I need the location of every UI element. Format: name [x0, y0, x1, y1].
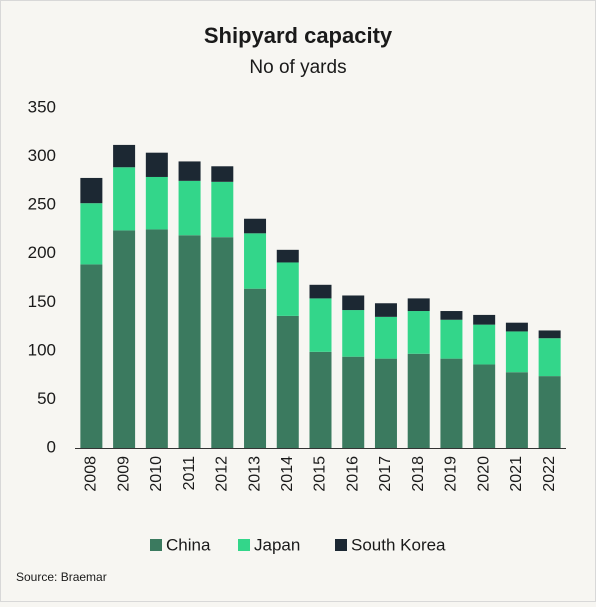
bar-segment — [178, 161, 201, 181]
bar-segment — [407, 298, 430, 312]
y-tick-label: 300 — [28, 146, 56, 165]
x-tick-label: 2008 — [83, 456, 100, 492]
bar-segment — [374, 358, 397, 448]
legend-swatch — [238, 539, 250, 551]
bar-segment — [505, 372, 528, 448]
bar-segment — [113, 167, 136, 231]
chart-subtitle: No of yards — [249, 57, 346, 78]
bar-segment — [342, 295, 365, 311]
x-tick-label: 2020 — [475, 456, 492, 492]
bar-segment — [309, 298, 332, 352]
bar-segment — [178, 235, 201, 448]
bar-segment — [505, 322, 528, 332]
bar-segment — [244, 288, 267, 448]
x-tick-label: 2018 — [410, 456, 427, 492]
bar-segment — [407, 353, 430, 448]
bar-segment — [440, 358, 463, 448]
bar-segment — [276, 315, 299, 448]
bar-segment — [473, 314, 496, 325]
source: Source: Braemar — [16, 570, 107, 584]
bar-segment — [276, 249, 299, 263]
x-tick-label: 2022 — [541, 456, 558, 492]
bar-segment — [145, 229, 168, 448]
y-tick-label: 150 — [28, 292, 56, 311]
x-tick-label: 2010 — [148, 456, 165, 492]
legend-swatch — [335, 539, 347, 551]
bar-segment — [211, 237, 234, 448]
x-tick-label: 2012 — [214, 456, 231, 492]
bar-segment — [178, 180, 201, 236]
x-tick-label: 2009 — [115, 456, 132, 492]
bar-segment — [374, 303, 397, 317]
legend-label: Japan — [254, 535, 300, 554]
x-tick-label: 2014 — [279, 456, 296, 492]
x-tick-label: 2021 — [508, 456, 525, 492]
x-tick-label: 2013 — [246, 456, 263, 492]
bar-segment — [244, 218, 267, 234]
bar-segment — [473, 324, 496, 365]
bar-segment — [211, 166, 234, 182]
y-tick-label: 0 — [47, 437, 56, 456]
bar-segment — [80, 203, 103, 265]
y-tick-label: 50 — [37, 389, 56, 408]
bar-segment — [342, 310, 365, 357]
bar-segment — [407, 311, 430, 354]
bar-segment — [505, 331, 528, 373]
bar-segment — [440, 319, 463, 359]
bar-segment — [211, 181, 234, 238]
bar-segment — [145, 176, 168, 230]
legend-label: South Korea — [351, 535, 446, 554]
y-tick-label: 250 — [28, 195, 56, 214]
y-tick-label: 350 — [28, 97, 56, 116]
bar-segment — [538, 338, 561, 377]
y-tick-label: 200 — [28, 243, 56, 262]
bar-segment — [538, 376, 561, 448]
x-tick-label: 2019 — [443, 456, 460, 492]
bar-segment — [538, 330, 561, 339]
x-tick-label: 2017 — [377, 456, 394, 492]
x-tick-label: 2015 — [312, 456, 329, 492]
legend-label: China — [166, 535, 211, 554]
legend-swatch — [150, 539, 162, 551]
bar-segment — [80, 264, 103, 448]
y-tick-label: 100 — [28, 340, 56, 359]
bar-segment — [309, 351, 332, 448]
chart-title: Shipyard capacity — [204, 23, 393, 48]
x-tick-label: 2011 — [181, 456, 198, 491]
bar-segment — [244, 233, 267, 289]
bar-segment — [440, 311, 463, 320]
x-tick-label: 2016 — [344, 456, 361, 492]
bar-segment — [145, 152, 168, 177]
bar-segment — [309, 284, 332, 299]
bar-segment — [342, 356, 365, 448]
bar-segment — [473, 364, 496, 448]
bar-segment — [374, 316, 397, 359]
bar-segment — [113, 144, 136, 168]
bar-segment — [80, 177, 103, 204]
bar-segment — [276, 262, 299, 316]
bar-segment — [113, 230, 136, 448]
